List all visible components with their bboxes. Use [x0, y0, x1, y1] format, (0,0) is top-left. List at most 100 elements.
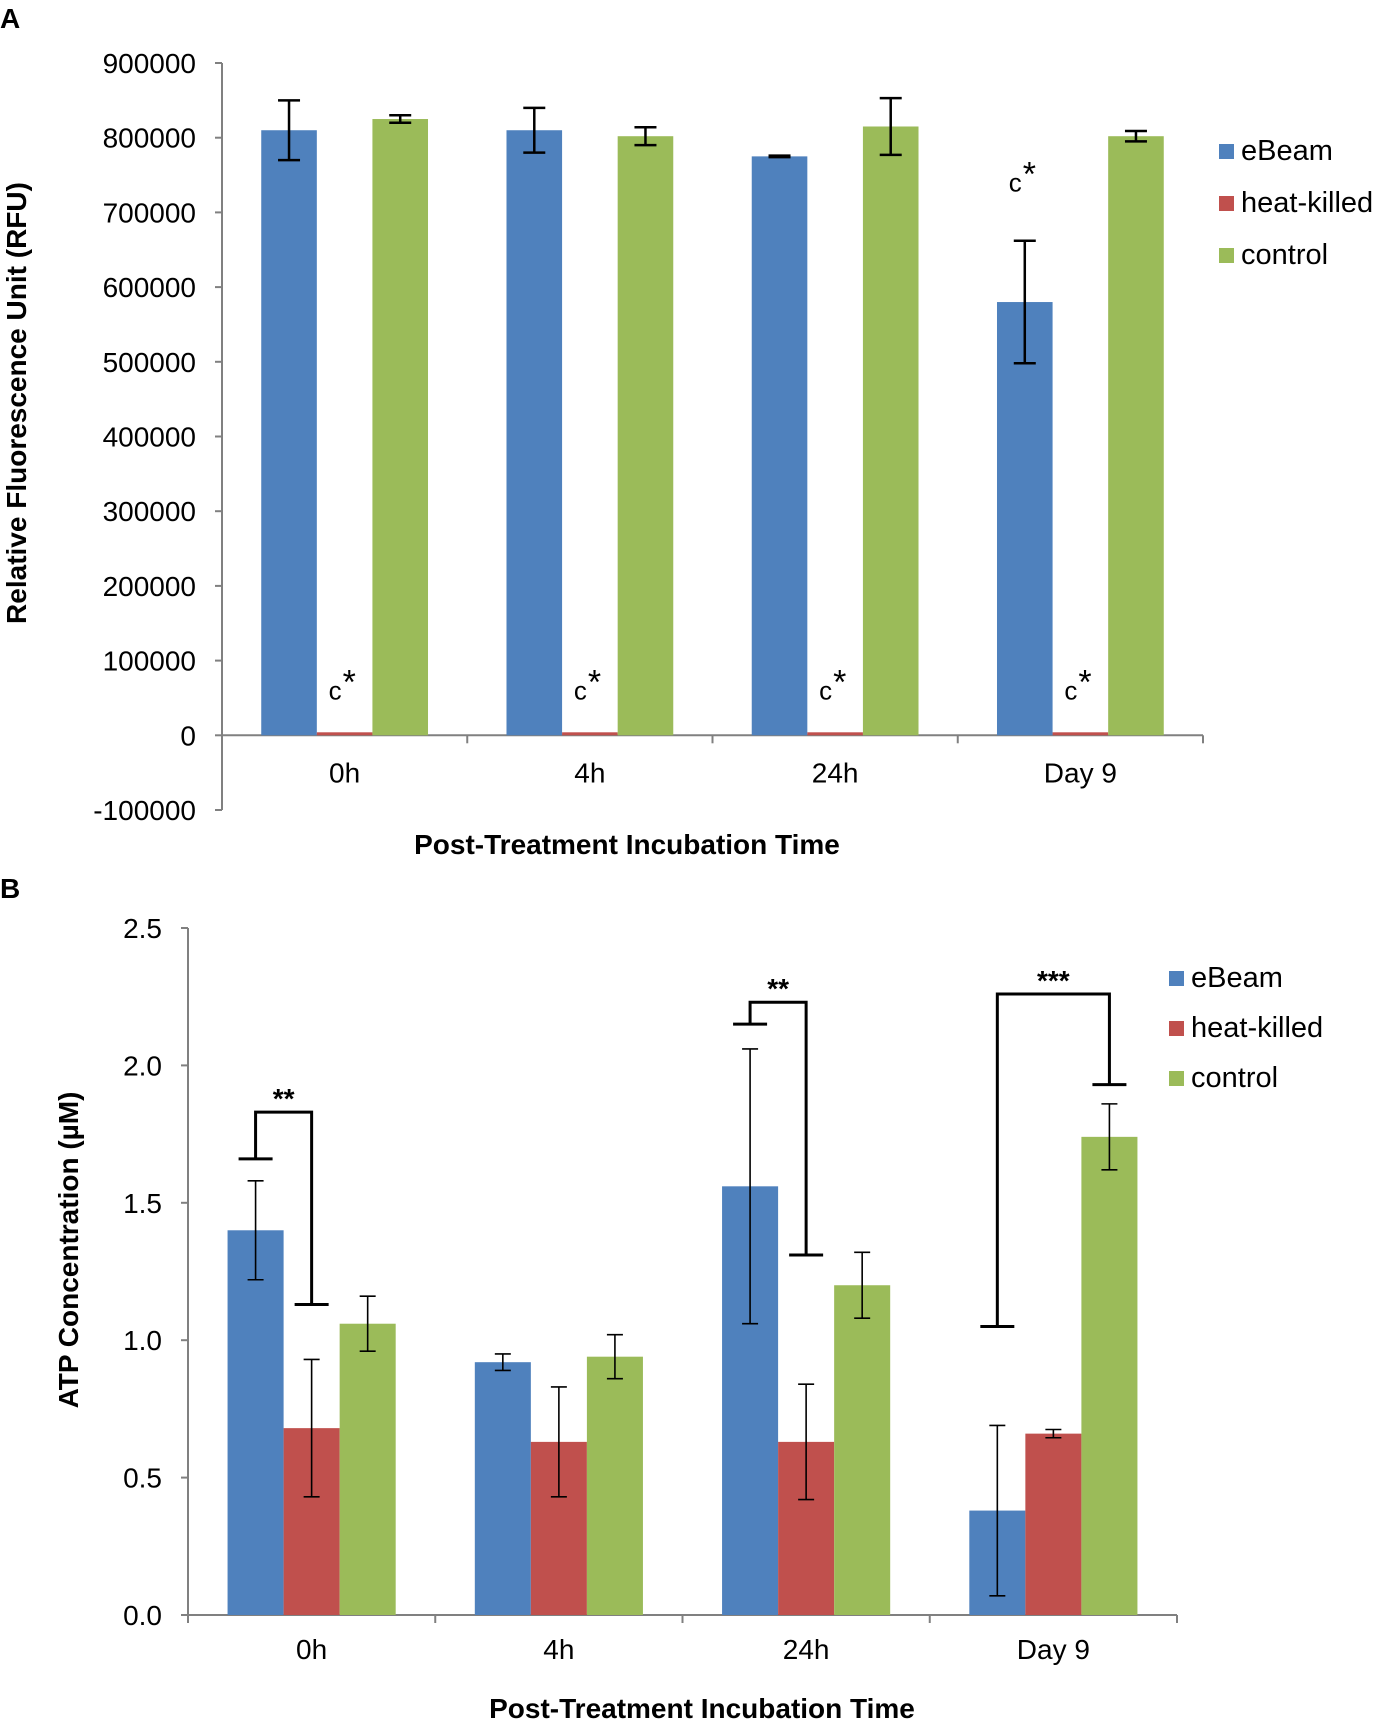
- significance-label: **: [767, 973, 789, 1004]
- bracket-line: [995, 992, 1111, 1327]
- chart-b-bar-control: [834, 1285, 891, 1615]
- chart-b-x-axis-title: Post-Treatment Incubation Time: [489, 1693, 915, 1724]
- annotation-star: *: [833, 663, 846, 701]
- chart-b-y-axis-title: ATP Concentration (µM): [53, 1092, 84, 1409]
- chart-b-category-label: 0h: [296, 1634, 327, 1665]
- chart-b-y-tick-label: 2.5: [123, 913, 162, 944]
- chart-b-bar-control: [339, 1323, 396, 1615]
- chart-a-bar-control: [372, 119, 429, 736]
- chart-a-annotation: c *: [329, 663, 356, 705]
- bracket-line: [254, 1110, 314, 1305]
- annotation-letter: c: [819, 675, 832, 705]
- chart-a-category-label: 4h: [574, 757, 605, 788]
- annotation-letter: c: [329, 675, 342, 705]
- chart-b-error-bar: [798, 1383, 815, 1501]
- chart-a-legend-item: control: [1219, 239, 1328, 271]
- chart-a-category-label: 24h: [812, 757, 859, 788]
- legend-label: eBeam: [1241, 135, 1333, 167]
- chart-a-y-axis-title: Relative Fluorescence Unit (RFU): [1, 182, 32, 624]
- chart-b-bar-ebeam: [227, 1230, 284, 1615]
- chart-a-y-tick-label: 0: [180, 720, 196, 751]
- chart-a-bar-heat-killed: [316, 732, 373, 736]
- chart-a-bar-ebeam: [751, 156, 808, 736]
- chart-a-error-bar: [768, 154, 791, 159]
- chart-b-error-bar: [303, 1358, 320, 1498]
- chart-b-error-bar: [606, 1333, 623, 1380]
- legend-swatch: [1219, 196, 1234, 211]
- chart-b-legend-item: eBeam: [1169, 962, 1283, 994]
- chart-a-error-bar: [1124, 129, 1147, 143]
- chart-b-error-bar: [1045, 1428, 1062, 1439]
- chart-b-y-tick-label: 0.0: [123, 1600, 162, 1631]
- chart-a-y-tick-label: 300000: [103, 496, 196, 527]
- chart-a-category-label: 0h: [329, 757, 360, 788]
- chart-b-error-bar: [989, 1424, 1006, 1597]
- chart-a-bar-ebeam: [261, 130, 317, 736]
- chart-a-y-tick-label: 600000: [103, 272, 196, 303]
- chart-b-significance-bracket: ***: [980, 965, 1127, 1328]
- chart-a-annotation: c *: [574, 663, 601, 705]
- annotation-letter: c: [574, 675, 587, 705]
- chart-a-error-bar: [278, 99, 301, 162]
- chart-a: -100000 0 100000 200000 300000 400000 500000 60…: [1, 48, 1373, 860]
- chart-a-y-tick-label: 900000: [103, 48, 196, 79]
- legend-label: eBeam: [1191, 962, 1283, 994]
- chart-b-y-tick-label: 1.0: [123, 1325, 162, 1356]
- chart-a-annotation: c *: [819, 663, 846, 705]
- legend-swatch: [1169, 1071, 1184, 1086]
- chart-b-bar-heat-killed: [1025, 1433, 1082, 1615]
- chart-a-bar-control: [617, 136, 674, 736]
- chart-b-bar-control: [1081, 1136, 1138, 1615]
- chart-b-significance-bracket: **: [733, 973, 824, 1257]
- chart-a-category-label: Day 9: [1044, 757, 1117, 788]
- panel-label-a: A: [0, 3, 20, 34]
- chart-b-bar-ebeam: [474, 1362, 531, 1615]
- chart-a-error-bar: [879, 96, 902, 157]
- chart-a-x-axis-title: Post-Treatment Incubation Time: [414, 829, 840, 860]
- chart-a-error-bar: [634, 125, 657, 147]
- chart-a-y-tick-label: -100000: [93, 795, 196, 826]
- chart-a-error-bar: [523, 106, 546, 154]
- legend-swatch: [1169, 971, 1184, 986]
- chart-a-error-bar: [1013, 239, 1036, 365]
- chart-a-annotation: c *: [1009, 155, 1036, 197]
- chart-a-y-tick-label: 800000: [103, 123, 196, 154]
- legend-label: control: [1191, 1062, 1278, 1094]
- panel-label-b: B: [0, 873, 20, 904]
- annotation-star: *: [1023, 155, 1036, 193]
- chart-b-y-tick-label: 0.5: [123, 1463, 162, 1494]
- annotation-letter: c: [1009, 167, 1022, 197]
- chart-a-bar-heat-killed: [562, 732, 618, 736]
- chart-a-y-tick-label: 100000: [103, 646, 196, 677]
- significance-label: ***: [1037, 965, 1070, 996]
- chart-b-error-bar: [247, 1180, 264, 1281]
- chart-a-bar-control: [1108, 136, 1164, 736]
- legend-label: control: [1241, 239, 1328, 271]
- chart-a-bar-heat-killed: [807, 732, 863, 736]
- chart-a-legend-item: eBeam: [1219, 135, 1333, 167]
- chart-a-annotation: c *: [1064, 663, 1091, 705]
- chart-b-y-tick-label: 2.0: [123, 1050, 162, 1081]
- annotation-letter: c: [1064, 675, 1077, 705]
- chart-b-legend-item: heat-killed: [1169, 1012, 1323, 1044]
- chart-b-error-bar: [494, 1353, 511, 1372]
- chart-b-category-label: 24h: [783, 1634, 830, 1665]
- chart-b-error-bar: [550, 1386, 567, 1498]
- bracket-line: [748, 1000, 808, 1256]
- chart-a-legend-item: heat-killed: [1219, 187, 1373, 219]
- chart-a-error-bar: [389, 114, 412, 125]
- chart-a-bar-heat-killed: [1052, 732, 1109, 736]
- chart-b-significance-bracket: **: [238, 1083, 329, 1306]
- legend-swatch: [1219, 248, 1234, 263]
- chart-b-error-bar: [742, 1048, 759, 1325]
- chart-a-y-tick-label: 500000: [103, 347, 196, 378]
- significance-label: **: [273, 1083, 295, 1114]
- chart-b-category-label: Day 9: [1017, 1634, 1090, 1665]
- chart-a-y-tick-label: 400000: [103, 422, 196, 453]
- annotation-star: *: [588, 663, 601, 701]
- legend-swatch: [1169, 1021, 1184, 1036]
- chart-b-error-bar: [854, 1251, 871, 1320]
- chart-a-y-tick-label: 700000: [103, 197, 196, 228]
- chart-a-y-tick-label: 200000: [103, 571, 196, 602]
